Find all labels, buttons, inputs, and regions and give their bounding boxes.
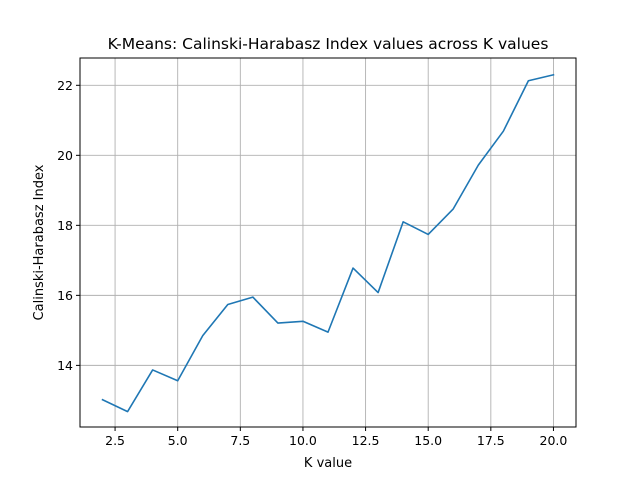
- y-tick-label: 16: [57, 288, 73, 303]
- y-tick-label: 20: [57, 148, 73, 163]
- x-tick-label: 17.5: [477, 433, 505, 448]
- y-tick-label: 14: [57, 358, 73, 373]
- axes-frame: [79, 57, 577, 428]
- series-line: [101, 73, 555, 413]
- y-axis-label: Calinski-Harabasz Index: [32, 164, 47, 320]
- y-tick-label: 22: [57, 78, 73, 93]
- x-axis-label: K value: [304, 456, 352, 471]
- x-tick-label: 2.5: [105, 433, 125, 448]
- series-layer: [101, 73, 555, 413]
- x-tick-label: 20.0: [540, 433, 568, 448]
- y-tick-label: 18: [57, 218, 73, 233]
- x-tick-label: 12.5: [352, 433, 380, 448]
- x-tick-label: 7.5: [230, 433, 250, 448]
- ticks: 2.5 5.0 7.5 10.0 12.5 15.0 17.5 20.0 14 16 18 20 22: [57, 78, 567, 448]
- grid: [80, 58, 576, 427]
- chart-title: K-Means: Calinski-Harabasz Index values …: [108, 35, 549, 53]
- x-tick-label: 15.0: [414, 433, 442, 448]
- x-tick-label: 10.0: [289, 433, 317, 448]
- x-tick-label: 5.0: [168, 433, 188, 448]
